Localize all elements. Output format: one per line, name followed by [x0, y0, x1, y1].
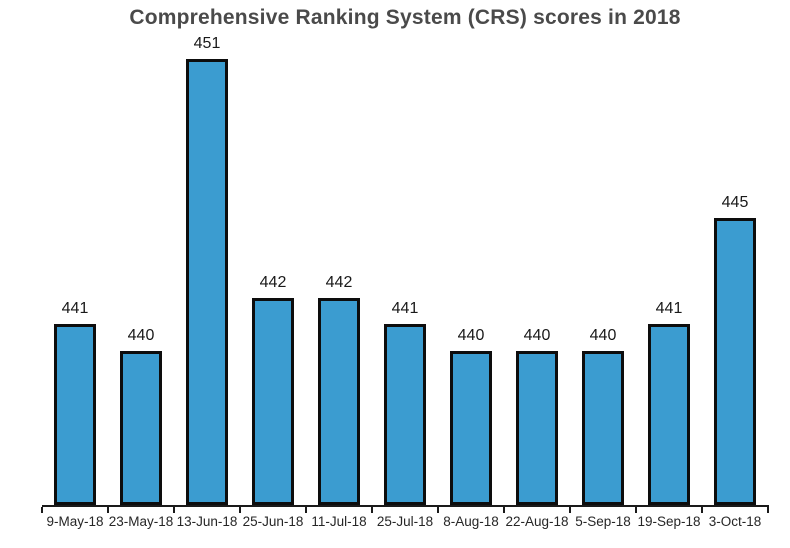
axis-tick: [371, 507, 373, 513]
axis-tick: [569, 507, 571, 513]
bar-value-label: 440: [523, 327, 551, 344]
axis-tick: [437, 507, 439, 513]
bar: [252, 298, 294, 505]
axis-tick: [107, 507, 109, 513]
bar: [714, 218, 756, 505]
bar-value-label: 440: [127, 327, 155, 344]
bar-value-label: 442: [325, 274, 353, 291]
axis-tick: [239, 507, 241, 513]
x-axis-label: 5-Sep-18: [575, 514, 631, 529]
x-axis-label: 9-May-18: [46, 514, 104, 529]
bar: [450, 351, 492, 505]
bar: [318, 298, 360, 505]
bar: [516, 351, 558, 505]
bar-value-label: 441: [655, 300, 683, 317]
bar: [384, 324, 426, 505]
bar: [582, 351, 624, 505]
x-axis-label: 11-Jul-18: [311, 514, 367, 529]
axis-tick: [701, 507, 703, 513]
axis-tick: [41, 507, 43, 513]
x-axis-labels: 9-May-18 23-May-18 13-Jun-18 25-Jun-18 11-Ju…: [42, 514, 768, 529]
bar: [648, 324, 690, 505]
bar-value-label: 445: [721, 194, 749, 211]
axis-tick: [503, 507, 505, 513]
x-axis-label: 8-Aug-18: [443, 514, 499, 529]
axis-tick: [173, 507, 175, 513]
axis-tick: [767, 507, 769, 513]
bar: [54, 324, 96, 505]
bar-value-label: 440: [457, 327, 485, 344]
bar-value-label: 441: [61, 300, 89, 317]
x-axis-label: 22-Aug-18: [505, 514, 569, 529]
chart-title: Comprehensive Ranking System (CRS) score…: [129, 6, 681, 29]
bar-value-label: 440: [589, 327, 617, 344]
x-axis-label: 13-Jun-18: [176, 514, 238, 529]
bar: [186, 59, 228, 505]
axis-tick: [305, 507, 307, 513]
bar: [120, 351, 162, 505]
bar-value-label: 442: [259, 274, 287, 291]
x-axis-label: 25-Jun-18: [242, 514, 304, 529]
x-axis-label: 23-May-18: [108, 514, 174, 529]
plot-area: 9-May-18 23-May-18 13-Jun-18 25-Jun-18 11-Ju…: [41, 0, 769, 548]
axis-tick: [635, 507, 637, 513]
bar-value-label: 441: [391, 300, 419, 317]
x-axis-label: 19-Sep-18: [637, 514, 701, 529]
x-axis-label: 25-Jul-18: [376, 514, 434, 529]
bar-value-label: 451: [193, 35, 221, 52]
x-axis-label: 3-Oct-18: [708, 514, 762, 529]
x-axis-line: [42, 505, 769, 507]
